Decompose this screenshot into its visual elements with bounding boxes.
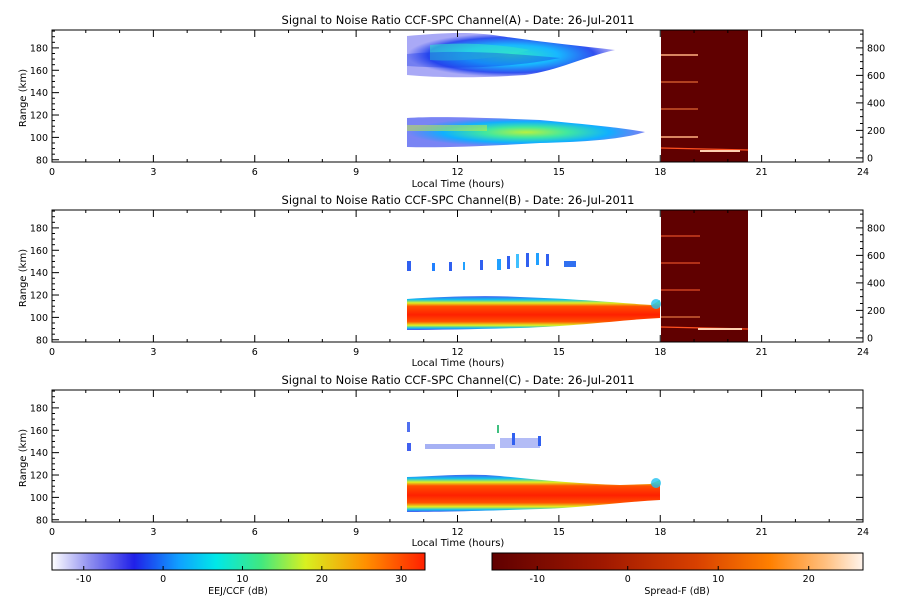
panel-c-ytick-label: 180 xyxy=(30,403,48,414)
panel-c-region-lower xyxy=(407,474,661,512)
panel-a-region-spread-f xyxy=(660,30,749,162)
panel-c-ytick-label: 140 xyxy=(30,448,48,459)
panel-c-ytick-label: 120 xyxy=(30,471,48,482)
panel-b-xtick-label: 24 xyxy=(857,347,869,358)
panel-b-xtick-label: 9 xyxy=(353,347,359,358)
panel-b-ylabel: Range (km) xyxy=(18,249,29,307)
panel-b-xtick-label: 15 xyxy=(553,347,565,358)
panel-a-xtick-label: 3 xyxy=(150,167,156,178)
panel-b-xtick-label: 0 xyxy=(49,347,55,358)
panel-a-region-upper xyxy=(407,32,615,78)
panel-c-xtick-label: 15 xyxy=(553,527,565,538)
panel-a-xtick-label: 24 xyxy=(857,167,869,178)
panel-a-ytick-label: 180 xyxy=(30,43,48,54)
colorbar-eej-tick-label: 0 xyxy=(160,574,166,585)
panel-c-xlabel: Local Time (hours) xyxy=(412,538,505,549)
colorbar-spread-f-tick-label: 0 xyxy=(625,574,631,585)
colorbar-spread-f-label: Spread-F (dB) xyxy=(644,586,709,597)
panel-b-xtick-label: 6 xyxy=(252,347,258,358)
panel-c-xtick-label: 3 xyxy=(150,527,156,538)
panel-c-title: Signal to Noise Ratio CCF-SPC Channel(C)… xyxy=(281,373,634,387)
panel-c-xtick-label: 24 xyxy=(857,527,869,538)
panel-b-ytick-label: 180 xyxy=(30,223,48,234)
panel-b-ytick-label: 100 xyxy=(30,313,48,324)
panel-a-xtick-label: 21 xyxy=(756,167,768,178)
panel-b-y2tick-label: 400 xyxy=(867,278,885,289)
panel-a-ytick-label: 140 xyxy=(30,88,48,99)
panel-b-xtick-label: 21 xyxy=(756,347,768,358)
colorbar-spread-f-ticks: -10 0 10 20 xyxy=(529,566,815,585)
panel-a-xtick-label: 0 xyxy=(49,167,55,178)
panel-c-xtick-label: 9 xyxy=(353,527,359,538)
panel-a-xtick-label: 6 xyxy=(252,167,258,178)
colorbar-spread-f-tick-label: 10 xyxy=(712,574,724,585)
panel-c-ytick-label: 100 xyxy=(30,493,48,504)
panel-a-ytick-label: 120 xyxy=(30,111,48,122)
panel-b-y2tick-label: 800 xyxy=(867,223,885,234)
panel-b-ytick-label: 140 xyxy=(30,268,48,279)
panel-a-ytick-label: 160 xyxy=(30,66,48,77)
panel-c: Signal to Noise Ratio CCF-SPC Channel(C)… xyxy=(18,373,869,549)
panel-c-region-upper xyxy=(407,422,541,451)
panel-b-ytick-label: 80 xyxy=(36,335,48,346)
panel-a-y2tick-label: 800 xyxy=(867,43,885,54)
panel-a-xtick-label: 12 xyxy=(451,167,463,178)
colorbar-eej: -10 0 10 20 30 EEJ/CCF (dB) xyxy=(51,552,426,597)
panel-a-xtick-label: 9 xyxy=(353,167,359,178)
panel-a-title: Signal to Noise Ratio CCF-SPC Channel(A)… xyxy=(282,13,635,27)
panel-b-xtick-label: 3 xyxy=(150,347,156,358)
colorbar-spread-f: -10 0 10 20 Spread-F (dB) xyxy=(491,552,864,597)
panel-c-ytick-label: 80 xyxy=(36,515,48,526)
panel-b-ytick-label: 120 xyxy=(30,291,48,302)
panel-a-y2tick-label: 200 xyxy=(867,126,885,137)
colorbar-eej-bar xyxy=(51,552,426,571)
panel-a-xtick-label: 18 xyxy=(654,167,666,178)
panel-b-xtick-label: 12 xyxy=(451,347,463,358)
colorbar-eej-tick-label: 30 xyxy=(395,574,407,585)
panel-c-xtick-label: 0 xyxy=(49,527,55,538)
panel-a-ylabel: Range (km) xyxy=(18,69,29,127)
colorbar-spread-f-tick-label: -10 xyxy=(529,574,545,585)
panel-c-ylabel: Range (km) xyxy=(18,429,29,487)
panel-a-ytick-label: 80 xyxy=(36,155,48,166)
colorbar-eej-label: EEJ/CCF (dB) xyxy=(208,586,268,597)
panel-c-axes: 0 3 6 9 12 15 18 21 24 80 100 120 140 160 180 xyxy=(30,389,869,538)
panel-a-y2tick-label: 600 xyxy=(867,71,885,82)
colorbar-eej-tick-label: 10 xyxy=(236,574,248,585)
panel-b-axes: 0 3 6 9 12 15 18 21 24 80 100 120 140 160 180 0 200 400 60… xyxy=(30,209,885,358)
panel-b-y2tick-label: 200 xyxy=(867,306,885,317)
panel-b-region-lower xyxy=(407,296,661,330)
panel-b-y2tick-label: 0 xyxy=(867,333,873,344)
colorbar-spread-f-tick-label: 20 xyxy=(803,574,815,585)
panel-a: Signal to Noise Ratio CCF-SPC Channel(A)… xyxy=(18,13,885,190)
panel-a-axes: 0 3 6 9 12 15 18 21 24 80 100 120 140 160 180 0 200 400 60… xyxy=(30,29,885,178)
panel-b-title: Signal to Noise Ratio CCF-SPC Channel(B)… xyxy=(282,193,635,207)
colorbar-eej-tick-label: -10 xyxy=(76,574,92,585)
colorbar-eej-tick-label: 20 xyxy=(316,574,328,585)
panel-b-region-upper xyxy=(407,253,576,271)
colorbar-eej-ticks: -10 0 10 20 30 xyxy=(76,566,407,585)
panel-a-y2tick-label: 400 xyxy=(867,98,885,109)
panel-c-ytick-label: 160 xyxy=(30,426,48,437)
panel-a-ytick-label: 100 xyxy=(30,133,48,144)
panel-b: Signal to Noise Ratio CCF-SPC Channel(B)… xyxy=(18,193,885,369)
panel-a-region-lower xyxy=(407,117,645,148)
panel-a-xlabel: Local Time (hours) xyxy=(412,179,505,190)
panel-b-xtick-label: 18 xyxy=(654,347,666,358)
panel-b-xlabel: Local Time (hours) xyxy=(412,358,505,369)
panel-c-xtick-label: 18 xyxy=(654,527,666,538)
colorbar-spread-f-bar xyxy=(491,552,864,571)
panel-c-xtick-label: 6 xyxy=(252,527,258,538)
panel-a-xtick-label: 15 xyxy=(553,167,565,178)
panel-b-region-spread-f xyxy=(660,210,749,342)
panel-c-xtick-label: 21 xyxy=(756,527,768,538)
panel-b-ytick-label: 160 xyxy=(30,246,48,257)
panel-c-xtick-label: 12 xyxy=(451,527,463,538)
panel-a-y2tick-label: 0 xyxy=(867,153,873,164)
panel-b-y2tick-label: 600 xyxy=(867,251,885,262)
